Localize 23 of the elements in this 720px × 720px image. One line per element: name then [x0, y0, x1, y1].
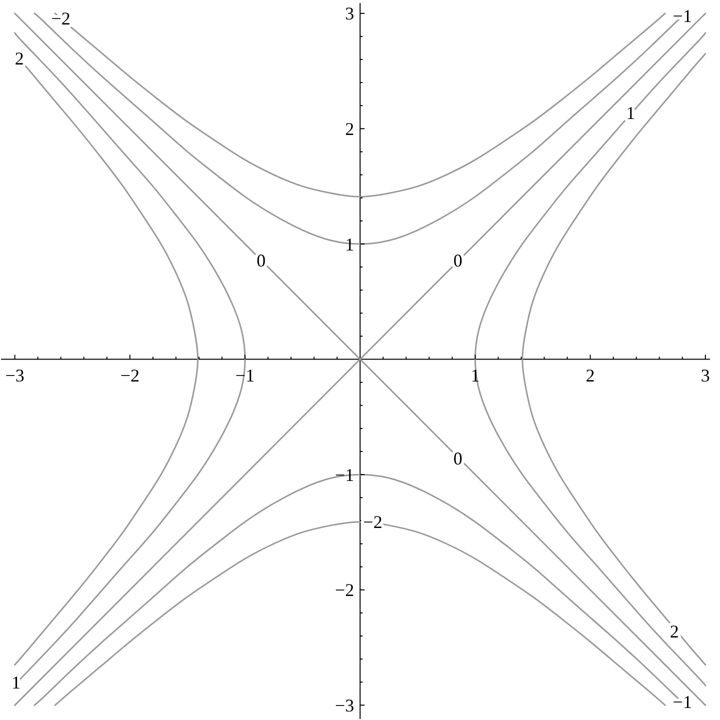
y-tick-label: −1 [334, 464, 354, 485]
annotation: −1 [672, 6, 692, 26]
y-tick-label: 2 [345, 118, 354, 139]
annotation: 1 [626, 102, 636, 123]
x-tick-label: −1 [235, 365, 255, 386]
y-tick-label: 3 [345, 4, 354, 24]
x-tick-label: 1 [470, 365, 480, 386]
y-tick-label: 1 [345, 234, 354, 254]
annotation: 0 [256, 250, 266, 270]
x-tick-label: 3 [700, 365, 710, 386]
annotation: 2 [14, 48, 24, 69]
annotation: −2 [363, 512, 382, 532]
annotation: 2 [670, 622, 679, 642]
x-tick-label: −2 [120, 365, 140, 386]
annotation: 1 [11, 672, 20, 692]
annotation: −1 [672, 692, 692, 712]
y-tick-label: −3 [334, 695, 354, 716]
y-tick-label: −2 [334, 580, 354, 600]
x-tick-label: 2 [586, 365, 595, 386]
annotation: −2 [51, 8, 70, 28]
annotation: 0 [453, 448, 462, 469]
annotation: 0 [453, 250, 462, 270]
x-tick-label: −3 [5, 365, 24, 386]
